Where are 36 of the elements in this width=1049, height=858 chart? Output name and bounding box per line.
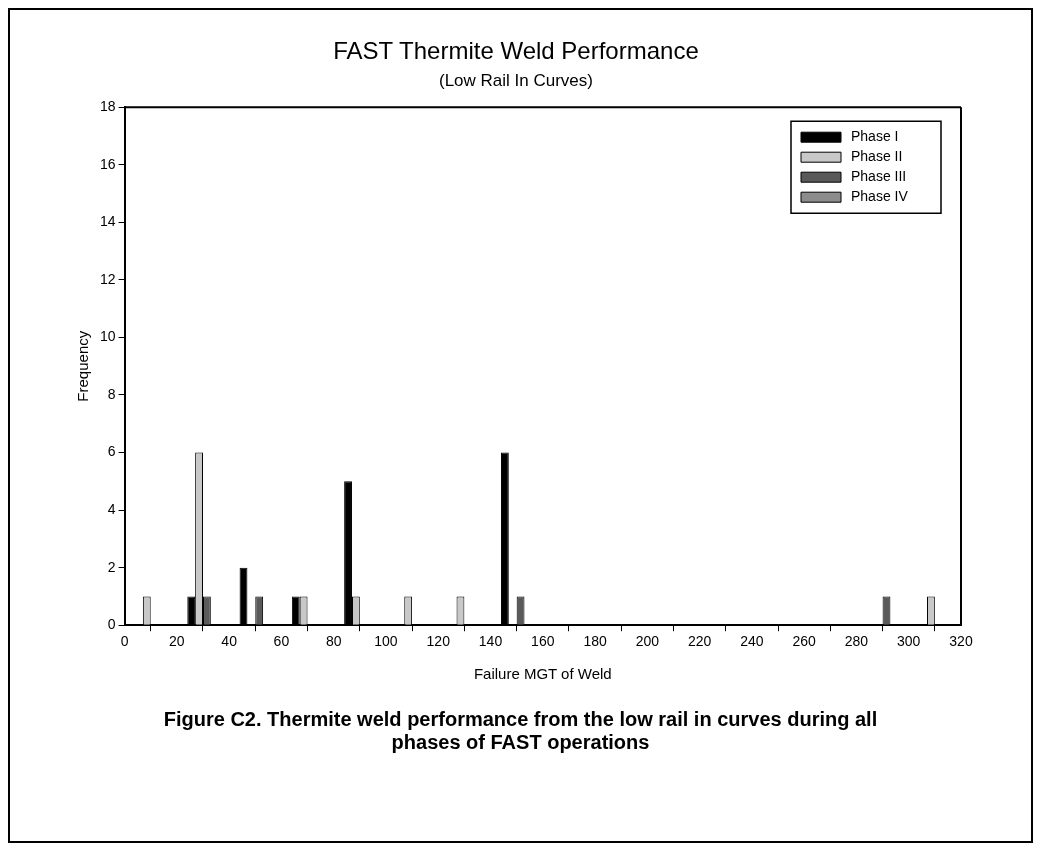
y-tick-label: 14 bbox=[99, 213, 116, 230]
y-tick-label: 16 bbox=[99, 155, 116, 172]
y-tick-label: 0 bbox=[107, 616, 116, 633]
y-tick-label: 6 bbox=[107, 443, 116, 460]
y-tick-label: 12 bbox=[99, 270, 116, 287]
x-tick-label: 260 bbox=[791, 633, 816, 650]
y-tick-label: 10 bbox=[99, 328, 116, 345]
x-tick-label: 20 bbox=[168, 633, 185, 650]
y-axis-title: Frequency bbox=[73, 330, 91, 402]
x-tick-label: 180 bbox=[582, 633, 607, 650]
caption: Figure C2. Thermite weld performance from the low rail in curves during all phases of FAST operations bbox=[162, 707, 879, 754]
x-tick-label: 160 bbox=[530, 633, 555, 650]
legend-label: Phase II bbox=[850, 148, 902, 165]
x-tick-label: 200 bbox=[635, 633, 659, 650]
y-tick-label: 18 bbox=[99, 98, 116, 115]
legend-label: Phase I bbox=[850, 128, 898, 145]
legend-label: Phase III bbox=[850, 168, 906, 185]
y-tick-label: 2 bbox=[107, 558, 116, 575]
chart-title: FAST Thermite Weld Performance bbox=[332, 37, 699, 65]
x-tick-label: 0 bbox=[120, 633, 129, 650]
x-tick-label: 100 bbox=[373, 633, 398, 650]
legend-label: Phase IV bbox=[850, 188, 908, 205]
x-tick-label: 120 bbox=[426, 633, 450, 650]
x-tick-label: 40 bbox=[220, 633, 237, 650]
x-axis-title: Failure MGT of Weld bbox=[473, 665, 612, 683]
x-tick-label: 80 bbox=[325, 633, 342, 650]
x-tick-label: 140 bbox=[478, 633, 502, 650]
x-tick-label: 240 bbox=[739, 633, 764, 650]
x-tick-label: 60 bbox=[273, 633, 289, 650]
x-tick-label: 220 bbox=[687, 633, 712, 650]
chart-subtitle: (Low Rail In Curves) bbox=[438, 70, 593, 90]
x-tick-label: 320 bbox=[948, 633, 973, 650]
x-tick-label: 300 bbox=[896, 633, 921, 650]
x-tick-label: 280 bbox=[844, 633, 868, 650]
y-tick-label: 8 bbox=[107, 385, 116, 402]
y-tick-label: 4 bbox=[107, 500, 116, 517]
